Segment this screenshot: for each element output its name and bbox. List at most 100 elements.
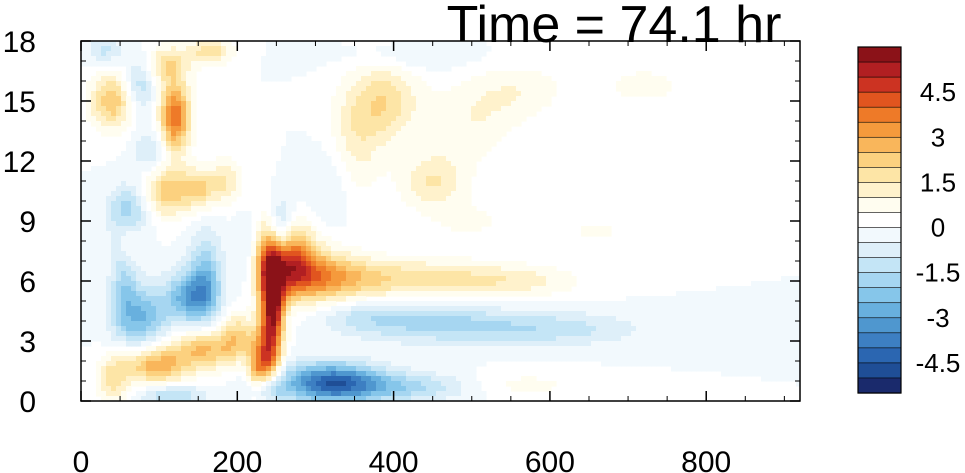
heatmap-cell [486, 221, 492, 227]
heatmap-cell [96, 41, 102, 47]
heatmap-cell [371, 336, 377, 342]
heatmap-cell [101, 61, 107, 67]
heatmap-cell [306, 136, 312, 142]
heatmap-cell [401, 191, 407, 197]
heatmap-cell [151, 261, 157, 267]
heatmap-cell [356, 341, 362, 347]
heatmap-cell [486, 96, 492, 102]
heatmap-cell [526, 301, 532, 307]
heatmap-cell [531, 386, 537, 392]
heatmap-cell [166, 261, 172, 267]
heatmap-cell [511, 266, 517, 272]
heatmap-cell [466, 116, 472, 122]
heatmap-cell [181, 131, 187, 137]
heatmap-cell [206, 331, 212, 337]
heatmap-cell [296, 46, 302, 52]
heatmap-cell [146, 231, 152, 237]
heatmap-cell [376, 76, 382, 82]
heatmap-cell [401, 366, 407, 372]
heatmap-cell [536, 86, 542, 92]
heatmap-cell [416, 181, 422, 187]
heatmap-cell [311, 46, 317, 52]
heatmap-cell [506, 81, 512, 87]
heatmap-cell [161, 166, 167, 172]
heatmap-cell [221, 246, 227, 252]
heatmap-cell [401, 311, 407, 317]
heatmap-cell [271, 271, 277, 277]
heatmap-cell [361, 331, 367, 337]
heatmap-cell [296, 351, 302, 357]
heatmap-cell [301, 191, 307, 197]
heatmap-cell [131, 241, 137, 247]
heatmap-cell [136, 331, 142, 337]
heatmap-cell [226, 331, 232, 337]
heatmap-cell [486, 86, 492, 92]
heatmap-cell [441, 366, 447, 372]
heatmap-cell [361, 321, 367, 327]
heatmap-cell [276, 366, 282, 372]
heatmap-cell [231, 241, 237, 247]
heatmap-cell [526, 91, 532, 97]
heatmap-cell [426, 311, 432, 317]
heatmap-cell [246, 376, 252, 382]
heatmap-cell [551, 346, 557, 352]
heatmap-cell [456, 131, 462, 137]
heatmap-cell [486, 331, 492, 337]
heatmap-cell [461, 331, 467, 337]
heatmap-cell [366, 311, 372, 317]
heatmap-cell [586, 231, 592, 237]
heatmap-cell [111, 236, 117, 242]
heatmap-cell [341, 126, 347, 132]
heatmap-cell [186, 266, 192, 272]
heatmap-cell [466, 271, 472, 277]
heatmap-cell [316, 271, 322, 277]
heatmap-cell [506, 91, 512, 97]
heatmap-cell [556, 321, 562, 327]
heatmap-cell [101, 191, 107, 197]
heatmap-cell [206, 316, 212, 322]
heatmap-cell [176, 101, 182, 107]
heatmap-cell [121, 166, 127, 172]
heatmap-cell [211, 256, 217, 262]
heatmap-cell [171, 91, 177, 97]
heatmap-cell [171, 161, 177, 167]
heatmap-cell [261, 221, 267, 227]
heatmap-cell [511, 71, 517, 77]
heatmap-cell [101, 106, 107, 112]
heatmap-cell [281, 201, 287, 207]
heatmap-cell [481, 76, 487, 82]
heatmap-cell [206, 366, 212, 372]
heatmap-cell [141, 316, 147, 322]
heatmap-cell [266, 46, 272, 52]
heatmap-cell [136, 221, 142, 227]
heatmap-cell [86, 96, 92, 102]
heatmap-cell [291, 146, 297, 152]
heatmap-cell [396, 256, 402, 262]
heatmap-cell [151, 251, 157, 257]
heatmap-cell [376, 86, 382, 92]
heatmap-cell [411, 196, 417, 202]
heatmap-cell [126, 156, 132, 162]
heatmap-cell [246, 351, 252, 357]
heatmap-cell [96, 376, 102, 382]
heatmap-cell [441, 311, 447, 317]
heatmap-cell [96, 56, 102, 62]
heatmap-cell [526, 376, 532, 382]
heatmap-cell [181, 116, 187, 122]
heatmap-cell [286, 131, 292, 137]
heatmap-cell [476, 86, 482, 92]
heatmap-cell [471, 311, 477, 317]
heatmap-cell [101, 111, 107, 117]
heatmap-cell [91, 321, 97, 327]
heatmap-cell [246, 321, 252, 327]
heatmap-cell [456, 166, 462, 172]
heatmap-cell [291, 206, 297, 212]
heatmap-cell [376, 361, 382, 367]
heatmap-cell [106, 96, 112, 102]
heatmap-cell [526, 96, 532, 102]
heatmap-cell [546, 301, 552, 307]
heatmap-cell [386, 81, 392, 87]
heatmap-cell [491, 356, 497, 362]
heatmap-cell [231, 336, 237, 342]
heatmap-cell [571, 306, 577, 312]
